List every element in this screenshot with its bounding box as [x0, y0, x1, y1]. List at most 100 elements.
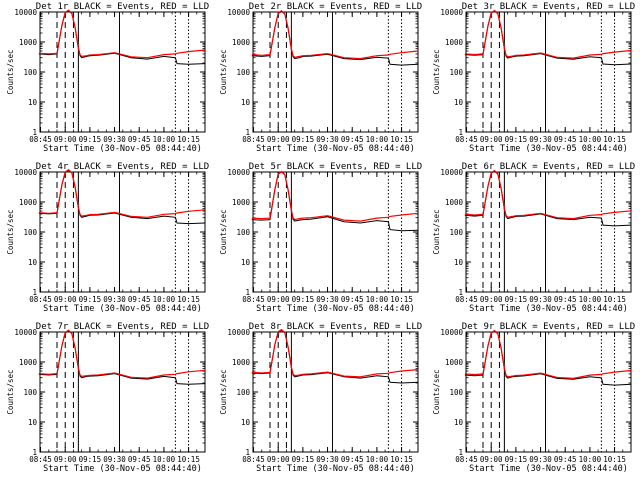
y-tick-label: 1	[458, 288, 463, 297]
y-tick-label: 100	[236, 228, 250, 237]
x-tick-label: 09:00	[267, 455, 290, 464]
x-tick-label: 08:45	[455, 455, 478, 464]
x-tick-label: 10:15	[603, 135, 626, 144]
y-tick-label: 10	[454, 418, 464, 427]
y-tick-label: 1000	[232, 198, 251, 207]
x-tick-label: 10:00	[366, 295, 389, 304]
y-tick-label: 1000	[19, 38, 38, 47]
x-axis-label: Start Time (30-Nov-05 08:44:40)	[43, 144, 202, 154]
y-axis-label: Counts/sec	[219, 49, 228, 94]
y-tick-label: 1	[32, 128, 37, 137]
x-tick-label: 10:15	[177, 135, 200, 144]
y-tick-label: 100	[23, 228, 37, 237]
y-tick-label: 100	[449, 228, 463, 237]
x-tick-label: 10:00	[153, 455, 176, 464]
x-tick-label: 09:00	[267, 135, 290, 144]
panel-title: Det 6r BLACK = Events, RED = LLD	[462, 162, 635, 172]
y-tick-label: 10	[28, 418, 38, 427]
y-tick-label: 10000	[227, 8, 250, 17]
x-tick-label: 10:15	[177, 455, 200, 464]
y-axis-label: Counts/sec	[432, 209, 441, 254]
y-tick-label: 100	[449, 68, 463, 77]
panel-title: Det 4r BLACK = Events, RED = LLD	[36, 162, 209, 172]
y-tick-label: 100	[23, 68, 37, 77]
y-axis-label: Counts/sec	[432, 369, 441, 414]
x-tick-label: 09:15	[292, 455, 315, 464]
x-tick-label: 10:00	[366, 455, 389, 464]
y-tick-label: 10	[241, 258, 251, 267]
lld-series-line	[38, 169, 206, 218]
y-tick-label: 1	[32, 288, 37, 297]
y-tick-label: 10	[241, 98, 251, 107]
x-tick-label: 10:15	[603, 295, 626, 304]
y-axis-label: Counts/sec	[219, 369, 228, 414]
y-tick-label: 10000	[227, 328, 250, 337]
x-tick-label: 09:30	[529, 455, 552, 464]
x-tick-label: 10:00	[366, 135, 389, 144]
detector-panel: Det 3r BLACK = Events, RED = LLD 1 10 100 10…	[432, 2, 635, 154]
x-tick-label: 09:45	[554, 455, 577, 464]
x-tick-label: 08:45	[242, 455, 265, 464]
y-tick-label: 1000	[232, 358, 251, 367]
x-tick-label: 10:00	[153, 295, 176, 304]
x-tick-label: 10:00	[579, 135, 602, 144]
x-tick-label: 09:00	[54, 455, 77, 464]
x-tick-label: 10:15	[177, 295, 200, 304]
x-tick-label: 09:30	[103, 295, 126, 304]
y-tick-label: 100	[23, 388, 37, 397]
x-tick-label: 09:45	[554, 295, 577, 304]
y-tick-label: 1	[245, 448, 250, 457]
lld-series-line	[38, 9, 206, 59]
lld-series-line	[251, 328, 419, 378]
detector-panel: Det 8r BLACK = Events, RED = LLD 1 10 100 10…	[219, 322, 422, 474]
x-axis-label: Start Time (30-Nov-05 08:44:40)	[43, 464, 202, 474]
x-tick-label: 09:30	[103, 455, 126, 464]
y-tick-label: 10000	[440, 168, 463, 177]
panel-title: Det 2r BLACK = Events, RED = LLD	[249, 2, 422, 12]
x-tick-label: 09:00	[480, 455, 503, 464]
detector-panel: Det 4r BLACK = Events, RED = LLD 1 10 100 10…	[6, 162, 209, 314]
x-tick-label: 09:45	[128, 455, 151, 464]
x-tick-label: 09:00	[54, 135, 77, 144]
x-axis-label: Start Time (30-Nov-05 08:44:40)	[256, 144, 415, 154]
lld-series-line	[464, 329, 632, 380]
y-axis-label: Counts/sec	[432, 49, 441, 94]
lld-series-line	[38, 329, 206, 379]
lld-series-line	[464, 9, 632, 59]
y-tick-label: 1000	[19, 198, 38, 207]
y-tick-label: 1000	[19, 358, 38, 367]
x-axis-label: Start Time (30-Nov-05 08:44:40)	[469, 144, 628, 154]
x-axis-label: Start Time (30-Nov-05 08:44:40)	[469, 304, 628, 314]
x-tick-label: 09:45	[128, 295, 151, 304]
y-tick-label: 10000	[14, 8, 37, 17]
x-tick-label: 09:15	[292, 135, 315, 144]
y-tick-label: 10	[28, 98, 38, 107]
detector-panel: Det 5r BLACK = Events, RED = LLD 1 10 100 10…	[219, 162, 422, 314]
x-tick-label: 08:45	[242, 135, 265, 144]
y-tick-label: 10000	[440, 8, 463, 17]
x-tick-label: 09:00	[480, 295, 503, 304]
detector-panel: Det 7r BLACK = Events, RED = LLD 1 10 100 10…	[6, 322, 209, 474]
y-axis-label: Counts/sec	[219, 209, 228, 254]
x-tick-label: 09:30	[103, 135, 126, 144]
x-tick-label: 08:45	[455, 295, 478, 304]
x-tick-label: 08:45	[242, 295, 265, 304]
y-tick-label: 10000	[14, 328, 37, 337]
x-tick-label: 10:00	[579, 455, 602, 464]
y-tick-label: 1	[245, 288, 250, 297]
y-tick-label: 100	[449, 388, 463, 397]
detector-panel: Det 9r BLACK = Events, RED = LLD 1 10 100 10…	[432, 322, 635, 474]
y-tick-label: 10000	[440, 328, 463, 337]
y-tick-label: 1	[32, 448, 37, 457]
panel-title: Det 5r BLACK = Events, RED = LLD	[249, 162, 422, 172]
y-tick-label: 10000	[14, 168, 37, 177]
y-tick-label: 100	[236, 68, 250, 77]
y-tick-label: 1	[458, 448, 463, 457]
y-tick-label: 1	[458, 128, 463, 137]
x-tick-label: 10:00	[579, 295, 602, 304]
x-tick-label: 09:30	[316, 295, 339, 304]
x-tick-label: 09:30	[529, 295, 552, 304]
lld-series-line	[251, 10, 419, 60]
y-tick-label: 10	[28, 258, 38, 267]
